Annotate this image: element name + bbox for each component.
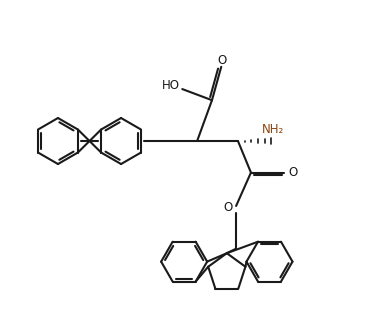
Text: O: O xyxy=(223,201,232,214)
Text: O: O xyxy=(288,166,297,179)
Text: O: O xyxy=(217,54,227,66)
Text: NH₂: NH₂ xyxy=(262,123,284,136)
Text: HO: HO xyxy=(161,79,179,92)
